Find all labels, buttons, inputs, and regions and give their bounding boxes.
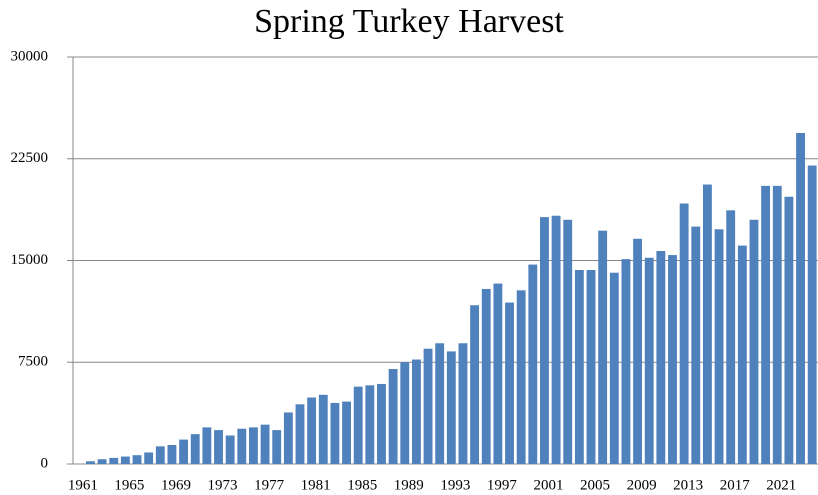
bar <box>516 290 526 464</box>
chart-title: Spring Turkey Harvest <box>254 3 564 40</box>
bar <box>86 461 95 464</box>
bar <box>353 386 363 464</box>
x-tick-label: 2021 <box>766 477 796 493</box>
y-tick-label: 22500 <box>11 150 49 166</box>
bar <box>761 185 771 464</box>
bar <box>633 238 642 464</box>
bar <box>423 348 433 464</box>
bar <box>679 203 689 464</box>
y-tick-label: 7500 <box>18 354 48 370</box>
bar <box>97 459 107 464</box>
bar <box>586 269 596 464</box>
bar <box>807 165 817 465</box>
bar <box>411 359 421 464</box>
x-tick-label: 1985 <box>347 477 377 493</box>
x-tick-label: 2017 <box>720 477 751 493</box>
bar <box>598 230 608 464</box>
bar <box>377 383 386 464</box>
bar <box>772 185 782 464</box>
bar <box>551 215 561 464</box>
x-tick-label: 1989 <box>394 477 424 493</box>
x-tick-label: 2001 <box>533 477 563 493</box>
bar <box>330 402 340 464</box>
bar <box>714 229 724 464</box>
bar <box>470 305 480 464</box>
bar <box>249 427 258 464</box>
x-tick-label: 1993 <box>440 477 470 493</box>
bar <box>214 430 223 464</box>
bar <box>120 456 130 464</box>
x-tick-label: 2009 <box>627 477 657 493</box>
bar <box>272 430 282 464</box>
x-tick-label: 2005 <box>580 477 610 493</box>
y-tick-label: 0 <box>41 455 49 471</box>
bar <box>260 424 270 464</box>
bar <box>132 455 142 464</box>
bar <box>155 446 165 464</box>
y-tick-label: 15000 <box>11 252 49 268</box>
bar <box>179 439 189 464</box>
bar <box>644 257 654 464</box>
bar <box>574 269 584 464</box>
bar <box>726 210 736 464</box>
bar <box>237 428 247 464</box>
x-tick-label: 2013 <box>673 477 703 493</box>
bar <box>563 219 573 464</box>
bar <box>295 404 305 464</box>
bar <box>435 343 445 464</box>
bar <box>609 272 619 464</box>
bar <box>784 196 794 464</box>
bar <box>342 401 351 464</box>
bar <box>505 302 514 464</box>
bar <box>656 251 666 464</box>
bar <box>796 132 805 464</box>
y-tick-label: 30000 <box>11 48 49 64</box>
x-tick-label: 1965 <box>114 477 144 493</box>
bar <box>283 412 293 464</box>
bar <box>225 435 235 464</box>
x-tick-label: 1961 <box>68 477 98 493</box>
bar <box>458 343 468 464</box>
x-tick-label: 1977 <box>254 477 285 493</box>
bar <box>190 434 200 464</box>
bar <box>365 385 375 464</box>
bar <box>493 283 503 464</box>
bar <box>144 452 154 464</box>
x-tick-label: 1981 <box>301 477 331 493</box>
bar <box>446 351 456 464</box>
bar <box>702 184 712 464</box>
bar <box>621 259 631 464</box>
bar <box>318 394 328 464</box>
bar <box>540 217 549 464</box>
x-tick-label: 1969 <box>161 477 191 493</box>
bar <box>167 445 177 464</box>
bar <box>400 362 410 464</box>
bar <box>202 427 212 464</box>
bar <box>481 288 491 464</box>
bar <box>749 219 759 464</box>
bar <box>388 369 398 464</box>
x-tick-label: 1973 <box>208 477 238 493</box>
bar <box>307 397 317 464</box>
bar <box>668 255 677 464</box>
bar <box>109 457 119 464</box>
x-tick-label: 1997 <box>487 477 518 493</box>
bar <box>737 245 747 464</box>
bar <box>528 264 538 464</box>
bar <box>691 226 701 464</box>
